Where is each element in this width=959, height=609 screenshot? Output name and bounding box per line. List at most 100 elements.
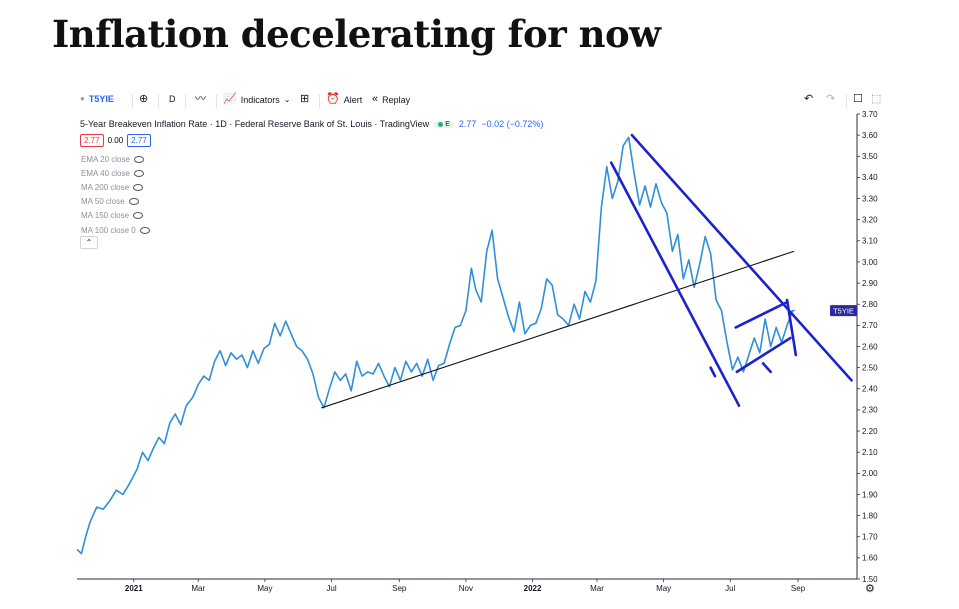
alert-button[interactable]: ⏰ Alert [326, 94, 362, 105]
symbol-dot-icon: ● [80, 94, 85, 103]
last-value-label: T5YIE [833, 306, 854, 315]
snapshot-button[interactable]: ⬚ [871, 94, 881, 105]
y-tick-label: 3.20 [862, 215, 878, 224]
y-tick-label: 3.60 [862, 131, 878, 140]
y-tick-label: 1.80 [862, 511, 878, 520]
x-tick-label: May [257, 584, 272, 593]
y-tick-label: 3.50 [862, 152, 878, 161]
y-tick-label: 2.70 [862, 321, 878, 330]
indicators-button[interactable]: 📈 Indicators ⌄ [223, 94, 290, 105]
undo-button[interactable]: ↶ [804, 94, 813, 105]
add-symbol-icon: ⊕ [139, 93, 149, 105]
layouts-button[interactable]: ⊞ [300, 94, 309, 105]
buy-price[interactable]: 2.77 [127, 134, 151, 147]
x-tick-label: Mar [191, 584, 205, 593]
y-tick-label: 2.50 [862, 363, 878, 372]
indicator-item[interactable]: MA 200 close [81, 180, 150, 194]
chart-type-icon: 〰 [195, 93, 206, 105]
toolbar-divider [185, 94, 186, 108]
eye-off-icon[interactable] [128, 198, 139, 206]
chart-type-button[interactable]: 〰 [195, 94, 206, 105]
drawing-channel-lower [609, 161, 741, 407]
eye-off-icon[interactable] [133, 155, 144, 163]
indicator-label: EMA 20 close [81, 154, 130, 164]
price-change: −0.02 (−0.72%) [481, 119, 544, 129]
indicator-label: MA 200 close [81, 182, 130, 192]
x-tick-label: Mar [590, 584, 604, 593]
spread-value: 0.00 [107, 136, 124, 145]
x-tick-label: Sep [392, 584, 407, 593]
toolbar-divider [319, 94, 320, 108]
drawing-trend-line [321, 250, 795, 409]
last-price: 2.77 [458, 119, 477, 129]
chart-legend-title: 5-Year Breakeven Inflation Rate · 1D · F… [80, 119, 543, 129]
fullscreen-button[interactable]: ☐ [853, 94, 863, 105]
sell-price[interactable]: 2.77 [80, 134, 104, 147]
y-tick-label: 2.40 [862, 385, 878, 394]
toolbar-divider [132, 94, 133, 108]
status-dot-icon [438, 121, 444, 127]
y-tick-label: 3.00 [862, 258, 878, 267]
y-tick-label: 3.30 [862, 194, 878, 203]
drawing-flag-right [785, 298, 798, 357]
alert-label: Alert [343, 94, 363, 105]
redo-icon: ↷ [826, 93, 836, 105]
y-tick-label: 2.90 [862, 279, 878, 288]
indicators-icon: 📈 [223, 93, 237, 105]
indicator-label: MA 100 close 0 [81, 225, 136, 235]
redo-button[interactable]: ↷ [826, 94, 835, 105]
chevron-up-icon: ⌃ [85, 238, 93, 247]
last-value-badge [830, 305, 857, 317]
compare-button[interactable]: ⊕ [139, 94, 148, 105]
interval-button[interactable]: D [169, 94, 176, 104]
indicator-item[interactable]: MA 150 close [81, 209, 150, 223]
chevron-down-icon: ⌄ [283, 94, 291, 104]
layouts-icon: ⊞ [300, 93, 310, 105]
y-tick-label: 1.90 [862, 490, 878, 499]
drawing-tick-bottom [761, 362, 772, 374]
indicator-item[interactable]: EMA 40 close [81, 166, 150, 180]
collapse-legend-button[interactable]: ⌃ [80, 236, 98, 249]
replay-label: Replay [382, 94, 411, 105]
x-tick-label: Jul [326, 584, 336, 593]
y-tick-label: 2.20 [862, 427, 878, 436]
exchange-badge[interactable]: E [434, 120, 454, 128]
toolbar-divider [216, 94, 217, 108]
toolbar-divider [158, 94, 159, 108]
y-tick-label: 1.50 [862, 575, 878, 584]
replay-icon: « [372, 93, 379, 105]
eye-off-icon[interactable] [133, 183, 144, 191]
chart-toolbar: ● T5YIE ⊕ D 〰 📈 Indicators ⌄ ⊞ ⏰ Alert «… [76, 90, 884, 112]
indicator-item[interactable]: MA 100 close 0 [81, 223, 150, 237]
snapshot-icon: ⬚ [871, 93, 882, 105]
indicator-list: EMA 20 close EMA 40 close MA 200 close M… [81, 152, 150, 237]
y-tick-label: 2.30 [862, 406, 878, 415]
undo-icon: ↶ [804, 93, 814, 105]
symbol-search-button[interactable]: ● T5YIE [80, 94, 114, 104]
x-tick-label: 2021 [125, 584, 143, 593]
indicators-label: Indicators [240, 94, 280, 105]
slide-title: Inflation decelerating for now [52, 12, 661, 56]
y-tick-label: 2.60 [862, 342, 878, 351]
y-tick-label: 2.10 [862, 448, 878, 457]
alert-icon: ⏰ [326, 93, 340, 105]
exchange-badge-label: E [445, 120, 450, 128]
y-tick-label: 1.70 [862, 533, 878, 542]
series-line-t5yie [76, 136, 795, 555]
eye-off-icon[interactable] [133, 169, 144, 177]
indicator-label: EMA 40 close [81, 168, 130, 178]
y-tick-label: 3.10 [862, 237, 878, 246]
eye-off-icon[interactable] [133, 212, 144, 220]
drawing-tick-left [709, 366, 717, 378]
indicator-item[interactable]: EMA 20 close [81, 152, 150, 166]
replay-button[interactable]: « Replay [372, 94, 410, 105]
x-tick-label: Sep [791, 584, 806, 593]
indicator-item[interactable]: MA 50 close [81, 195, 150, 209]
x-tick-label: Jul [725, 584, 735, 593]
y-tick-label: 3.70 [862, 110, 878, 119]
eye-off-icon[interactable] [139, 226, 150, 234]
x-tick-label: Nov [459, 584, 473, 593]
settings-gear-icon[interactable]: ⚙ [865, 583, 875, 595]
drawing-flag-lower [735, 336, 792, 374]
